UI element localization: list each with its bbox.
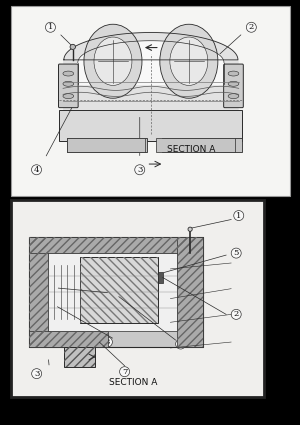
Ellipse shape [228,81,239,86]
Ellipse shape [63,94,74,99]
Ellipse shape [228,71,239,76]
Bar [156,138,235,152]
Text: 2: 2 [249,23,254,31]
Ellipse shape [84,24,142,98]
Bar [29,331,107,347]
Bar [80,257,158,323]
FancyBboxPatch shape [224,64,243,108]
Ellipse shape [188,227,192,231]
Text: 6: 6 [178,340,183,348]
Ellipse shape [63,81,74,86]
Bar [29,237,203,253]
Text: SECTION A: SECTION A [110,378,158,387]
Bar [59,110,242,141]
Bar [67,138,147,152]
Text: SECTION A: SECTION A [167,145,215,154]
Text: 4: 4 [100,285,105,293]
Ellipse shape [70,44,76,49]
Bar [80,257,158,323]
Ellipse shape [170,37,208,85]
Bar [158,272,163,283]
FancyBboxPatch shape [58,64,78,108]
Bar [29,237,203,253]
Text: 3: 3 [137,166,142,174]
Text: 1: 1 [48,23,53,31]
Text: 4: 4 [34,166,39,174]
Text: 8: 8 [105,338,110,346]
Bar [29,331,107,347]
Ellipse shape [94,37,132,85]
Ellipse shape [63,71,74,76]
Text: 2: 2 [234,310,239,318]
Bar [64,347,95,367]
Text: 7: 7 [122,368,127,376]
Text: 3: 3 [34,370,39,378]
Bar [29,237,48,347]
Bar [177,237,203,347]
Bar [11,200,264,397]
Polygon shape [78,41,224,85]
Bar [64,347,95,367]
Polygon shape [64,33,238,110]
Text: 1: 1 [236,212,242,220]
Bar [29,237,48,347]
Ellipse shape [160,24,218,98]
Text: 5: 5 [233,249,239,257]
Bar [11,6,290,196]
Bar [177,237,203,347]
Bar [67,138,146,152]
Ellipse shape [228,94,239,99]
Bar [48,253,177,331]
Bar [162,138,242,152]
Bar [29,237,203,347]
